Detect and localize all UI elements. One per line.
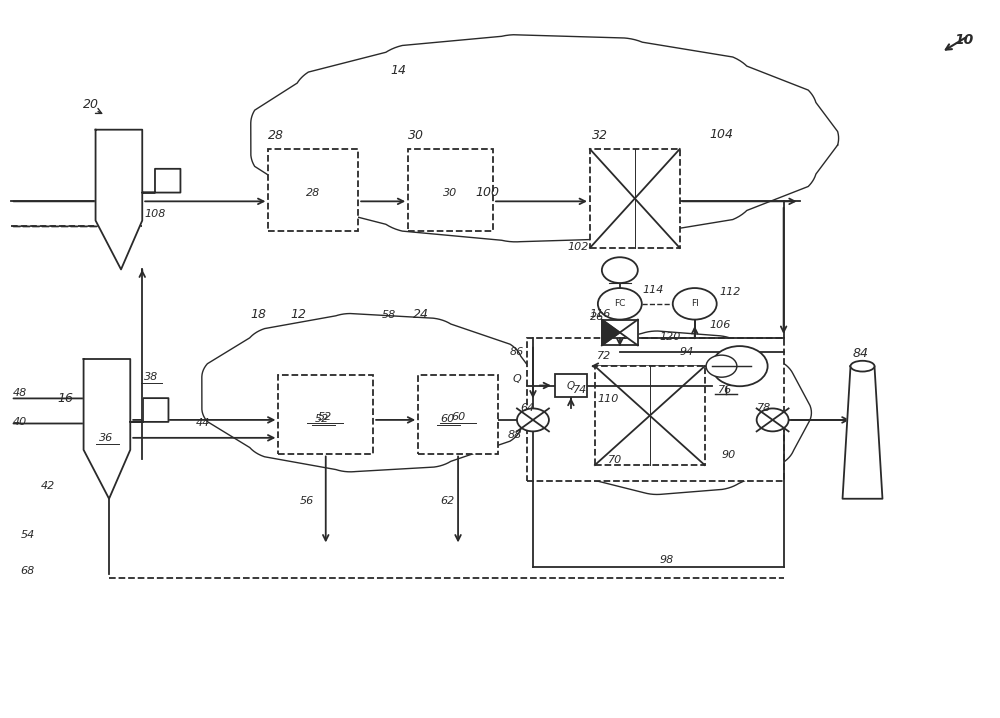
- Text: 30: 30: [408, 129, 424, 142]
- Text: 52: 52: [315, 414, 330, 424]
- Text: 88: 88: [508, 430, 522, 440]
- Polygon shape: [202, 314, 544, 472]
- Text: 60: 60: [451, 412, 465, 422]
- Text: 84: 84: [853, 347, 869, 360]
- Text: FI: FI: [691, 299, 699, 308]
- Circle shape: [757, 409, 789, 432]
- Circle shape: [673, 288, 717, 320]
- Text: 104: 104: [710, 129, 734, 141]
- Text: 40: 40: [13, 417, 27, 427]
- Text: 90: 90: [722, 450, 736, 460]
- Text: 68: 68: [21, 566, 35, 576]
- Text: 16: 16: [58, 392, 74, 405]
- Text: 100: 100: [475, 187, 499, 200]
- Text: 30: 30: [443, 188, 457, 198]
- Bar: [278, 375, 373, 454]
- Text: 108: 108: [144, 209, 166, 219]
- Text: 54: 54: [21, 530, 35, 540]
- Text: 28: 28: [306, 188, 320, 198]
- Polygon shape: [843, 366, 882, 499]
- Text: 102: 102: [568, 242, 589, 252]
- Bar: [595, 366, 705, 465]
- Bar: [555, 374, 587, 397]
- Text: 18: 18: [250, 308, 266, 321]
- Text: 72: 72: [597, 351, 611, 361]
- Bar: [408, 149, 493, 231]
- Text: 44: 44: [195, 418, 210, 428]
- Text: 32: 32: [592, 129, 608, 142]
- Text: 86: 86: [510, 348, 524, 358]
- Polygon shape: [96, 130, 180, 269]
- Text: 64: 64: [520, 403, 534, 413]
- Polygon shape: [84, 359, 168, 499]
- Text: 78: 78: [757, 403, 771, 413]
- Polygon shape: [602, 320, 620, 345]
- Circle shape: [517, 409, 549, 432]
- Text: 28: 28: [268, 129, 284, 142]
- Text: 26: 26: [590, 312, 604, 322]
- Bar: [590, 149, 680, 248]
- Bar: [268, 149, 358, 231]
- Bar: [418, 375, 498, 454]
- Text: 14: 14: [390, 64, 406, 77]
- Text: 74: 74: [573, 385, 587, 395]
- Circle shape: [602, 257, 638, 283]
- Text: 56: 56: [300, 495, 315, 505]
- Text: 60: 60: [440, 414, 454, 424]
- Text: FC: FC: [614, 299, 626, 308]
- Polygon shape: [251, 34, 839, 242]
- Circle shape: [706, 355, 737, 377]
- Circle shape: [712, 346, 768, 386]
- Circle shape: [598, 288, 642, 320]
- Text: 36: 36: [99, 434, 113, 444]
- Text: 76: 76: [718, 385, 732, 395]
- Text: 10: 10: [954, 33, 974, 47]
- Bar: [527, 337, 784, 481]
- Text: 24: 24: [413, 308, 429, 321]
- Polygon shape: [536, 331, 811, 495]
- Ellipse shape: [851, 360, 874, 371]
- Text: 52: 52: [318, 412, 332, 422]
- Text: Q: Q: [513, 374, 522, 384]
- Text: 12: 12: [290, 308, 306, 321]
- Text: Q: Q: [567, 381, 575, 391]
- Text: 106: 106: [710, 320, 731, 330]
- Text: 112: 112: [720, 286, 741, 297]
- Text: 116: 116: [590, 309, 611, 320]
- Text: 38: 38: [143, 373, 158, 383]
- Text: 114: 114: [643, 285, 664, 295]
- Text: 70: 70: [608, 455, 622, 465]
- Text: 20: 20: [83, 98, 99, 111]
- Text: 58: 58: [382, 310, 396, 320]
- Polygon shape: [620, 320, 638, 345]
- Text: 42: 42: [41, 482, 55, 491]
- Text: 110: 110: [598, 394, 619, 404]
- Text: 62: 62: [440, 495, 454, 505]
- Text: 120: 120: [660, 332, 681, 342]
- Text: 94: 94: [680, 348, 694, 358]
- Text: 48: 48: [13, 388, 27, 398]
- Text: 98: 98: [660, 555, 674, 565]
